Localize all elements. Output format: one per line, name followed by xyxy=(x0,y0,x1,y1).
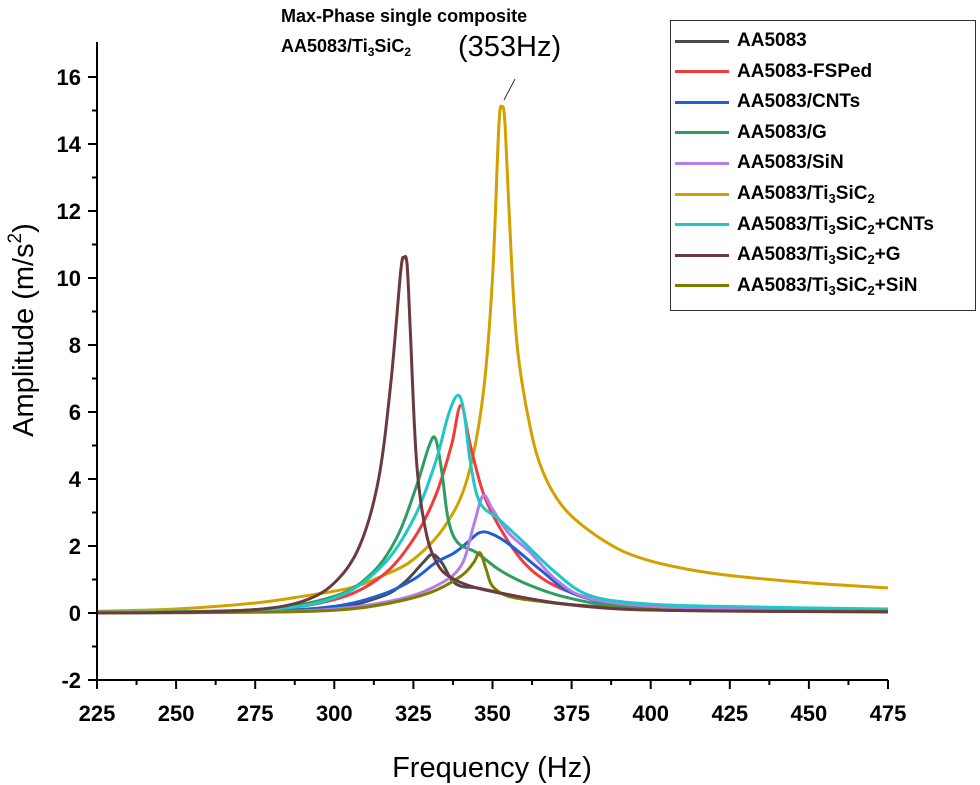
x-tick-label: 225 xyxy=(79,701,116,726)
series-line xyxy=(96,530,889,614)
legend-swatch xyxy=(675,131,729,135)
x-tick-label: 475 xyxy=(870,701,907,726)
legend-item: AA5083/Ti3SiC2+SiN xyxy=(675,271,917,301)
legend-label: AA5083/G xyxy=(737,121,827,143)
x-tick-label: 325 xyxy=(395,701,432,726)
legend-item: AA5083/G xyxy=(675,118,827,148)
x-tick-label: 350 xyxy=(474,701,511,726)
legend-item: AA5083/Ti3SiC2 xyxy=(675,179,875,209)
x-tick-label: 400 xyxy=(632,701,669,726)
legend-label: AA5083/Ti3SiC2+CNTs xyxy=(737,213,934,237)
legend-item: AA5083-FSPed xyxy=(675,57,872,87)
legend-swatch xyxy=(675,70,729,74)
y-axis-title: Amplitude (m/s2) xyxy=(5,223,40,437)
y-tick-label: 12 xyxy=(57,199,81,224)
x-tick-label: 300 xyxy=(316,701,353,726)
x-tick-label: 275 xyxy=(237,701,274,726)
series-line xyxy=(96,551,889,615)
y-tick-label: 8 xyxy=(69,333,81,358)
legend-label: AA5083/Ti3SiC2+SiN xyxy=(737,274,918,298)
x-axis-title: Frequency (Hz) xyxy=(392,752,592,784)
annotation-composite-name: AA5083/Ti3SiC2 xyxy=(281,36,412,59)
legend-label: AA5083 xyxy=(737,30,807,51)
legend-label: AA5083/Ti3SiC2 xyxy=(737,183,875,206)
y-tick-label: 4 xyxy=(69,467,82,492)
annotation-peak-frequency: (353Hz) xyxy=(458,31,562,63)
series-line xyxy=(96,393,889,614)
legend-swatch xyxy=(675,39,729,43)
legend-item: AA5083/CNTs xyxy=(675,87,860,117)
legend-label: AA5083/SiN xyxy=(737,152,844,174)
legend-item: AA5083/Ti3SiC2+G xyxy=(675,240,901,270)
legend-item: AA5083/SiN xyxy=(675,148,844,178)
legend-label: AA5083/CNTs xyxy=(737,91,861,113)
legend-swatch xyxy=(675,100,729,104)
x-tick-label: 450 xyxy=(791,701,828,726)
y-tick-label: 2 xyxy=(69,534,81,559)
legend-label: AA5083-FSPed xyxy=(737,60,873,82)
legend-swatch xyxy=(675,223,729,227)
x-tick-label: 375 xyxy=(553,701,590,726)
legend-item: AA5083 xyxy=(675,26,807,56)
annotation-title: Max-Phase single composite xyxy=(281,6,528,26)
y-tick-label: 10 xyxy=(57,266,81,291)
y-tick-label: 14 xyxy=(57,132,82,157)
legend-swatch xyxy=(675,192,729,196)
legend-item: AA5083/Ti3SiC2+CNTs xyxy=(675,210,934,240)
y-tick-label: 6 xyxy=(69,400,81,425)
legend-swatch xyxy=(675,161,729,165)
y-tick-label: 16 xyxy=(57,65,81,90)
legend-swatch xyxy=(675,253,729,257)
legend-label: AA5083/Ti3SiC2+G xyxy=(737,244,901,268)
legend-swatch xyxy=(675,284,729,288)
annotation-pointer xyxy=(503,78,516,101)
x-tick-label: 250 xyxy=(158,701,195,726)
plot-area xyxy=(96,104,889,615)
y-tick-label: 0 xyxy=(69,601,81,626)
axes: -2 0 2 4 6 8 10 12 14 16 225 250 275 300 325 350 375 400 4… xyxy=(57,42,907,726)
x-tick-label: 425 xyxy=(711,701,748,726)
y-tick-label: -2 xyxy=(61,668,81,693)
legend: AA5083 AA5083-FSPed AA5083/CNTs AA5083/G AA5… xyxy=(670,20,976,311)
series-line xyxy=(96,254,889,615)
